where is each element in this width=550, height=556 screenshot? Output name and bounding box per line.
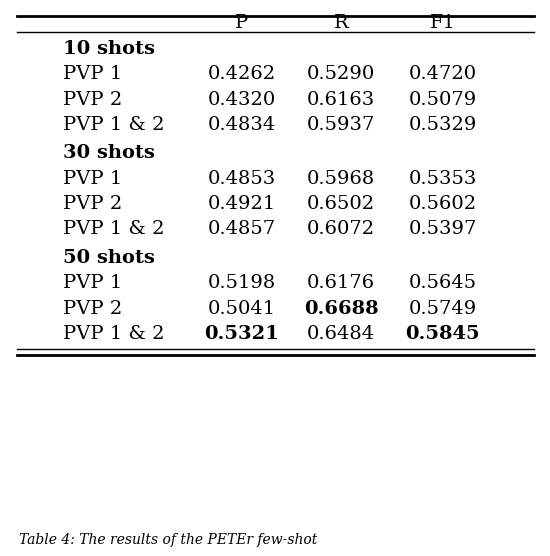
Text: 0.6484: 0.6484 xyxy=(307,325,375,343)
Text: 0.4262: 0.4262 xyxy=(208,65,276,83)
Text: 0.5937: 0.5937 xyxy=(307,116,375,134)
Text: 0.4320: 0.4320 xyxy=(208,91,276,108)
Text: 0.5329: 0.5329 xyxy=(409,116,477,134)
Text: Table 4: The results of the PETEr few-shot: Table 4: The results of the PETEr few-sh… xyxy=(19,533,318,548)
Text: 10 shots: 10 shots xyxy=(63,40,155,58)
Text: PVP 1: PVP 1 xyxy=(63,274,123,292)
Text: 0.5041: 0.5041 xyxy=(208,300,276,317)
Text: 0.6072: 0.6072 xyxy=(307,220,375,239)
Text: R: R xyxy=(334,14,348,32)
Text: PVP 1 & 2: PVP 1 & 2 xyxy=(63,220,165,239)
Text: PVP 1 & 2: PVP 1 & 2 xyxy=(63,325,165,343)
Text: 0.5290: 0.5290 xyxy=(307,65,375,83)
Text: 50 shots: 50 shots xyxy=(63,249,155,267)
Text: 0.6176: 0.6176 xyxy=(307,274,375,292)
Text: 0.5397: 0.5397 xyxy=(409,220,477,239)
Text: 0.5602: 0.5602 xyxy=(409,195,477,213)
Text: 0.4921: 0.4921 xyxy=(208,195,276,213)
Text: 0.4857: 0.4857 xyxy=(208,220,276,239)
Text: 0.5749: 0.5749 xyxy=(409,300,477,317)
Text: 0.5968: 0.5968 xyxy=(307,170,375,188)
Text: PVP 1 & 2: PVP 1 & 2 xyxy=(63,116,165,134)
Text: 0.4853: 0.4853 xyxy=(208,170,276,188)
Text: 0.5353: 0.5353 xyxy=(409,170,477,188)
Text: 0.6688: 0.6688 xyxy=(304,300,378,317)
Text: PVP 2: PVP 2 xyxy=(63,91,123,108)
Text: PVP 1: PVP 1 xyxy=(63,65,123,83)
Text: 0.5645: 0.5645 xyxy=(409,274,477,292)
Text: F1: F1 xyxy=(430,14,456,32)
Text: PVP 1: PVP 1 xyxy=(63,170,123,188)
Text: P: P xyxy=(235,14,249,32)
Text: 0.6163: 0.6163 xyxy=(307,91,375,108)
Text: 0.5198: 0.5198 xyxy=(208,274,276,292)
Text: 30 shots: 30 shots xyxy=(63,145,155,162)
Text: PVP 2: PVP 2 xyxy=(63,195,123,213)
Text: 0.5845: 0.5845 xyxy=(405,325,480,343)
Text: 0.5321: 0.5321 xyxy=(205,325,279,343)
Text: 0.6502: 0.6502 xyxy=(307,195,375,213)
Text: 0.4834: 0.4834 xyxy=(208,116,276,134)
Text: 0.5079: 0.5079 xyxy=(409,91,477,108)
Text: PVP 2: PVP 2 xyxy=(63,300,123,317)
Text: 0.4720: 0.4720 xyxy=(409,65,477,83)
